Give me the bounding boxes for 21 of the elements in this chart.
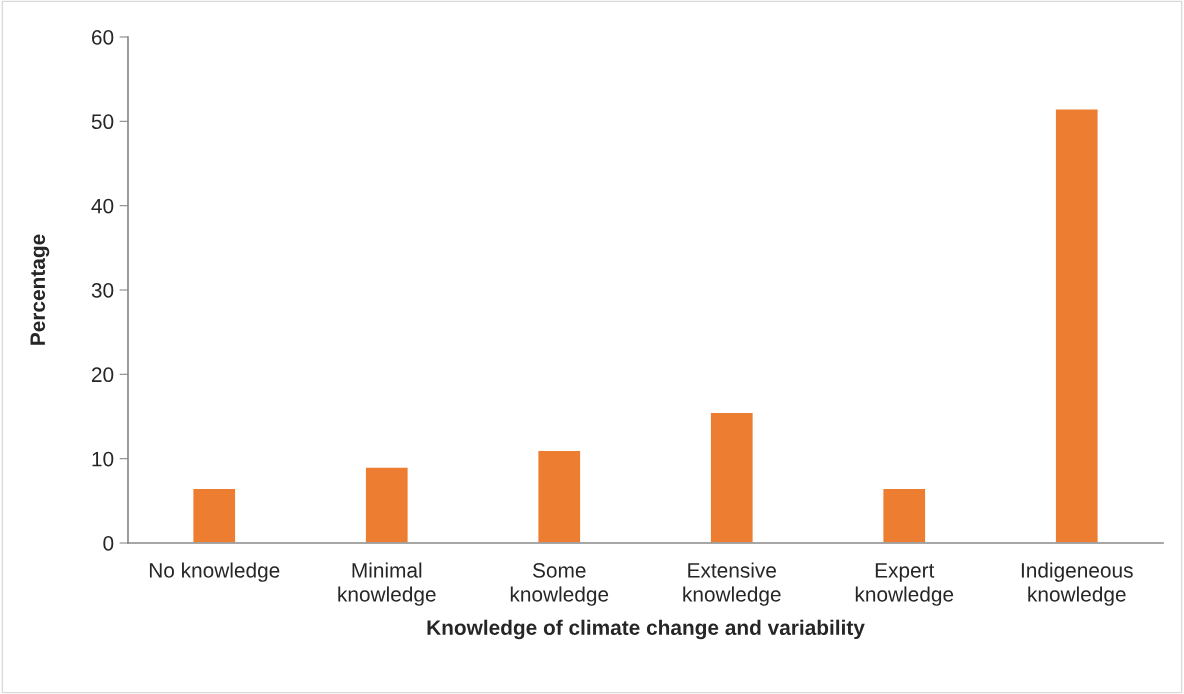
bar	[536, 449, 582, 543]
x-axis-title: Knowledge of climate change and variability	[427, 619, 865, 640]
bar	[364, 466, 410, 543]
bar	[881, 487, 927, 543]
x-tick-label: No knowledge	[149, 562, 280, 582]
x-tick-label: Extensive knowledge	[683, 562, 781, 606]
y-tick-label: 0	[103, 536, 114, 551]
bar	[191, 487, 237, 543]
y-tick-label: 60	[92, 30, 114, 45]
x-tick-label: Minimal knowledge	[338, 562, 436, 606]
x-tick-label: Some knowledge	[510, 562, 609, 606]
bar	[1054, 107, 1100, 543]
y-tick-label: 40	[91, 198, 114, 214]
bar	[709, 411, 755, 543]
y-tick-label: 50	[91, 114, 114, 130]
y-tick-label: 30	[91, 283, 114, 298]
x-tick-label: Expert knowledge	[855, 563, 954, 606]
y-tick-label: 20	[91, 367, 114, 383]
x-tick-label: Indigeneous knowledge	[1021, 562, 1133, 606]
y-tick-label: 10	[92, 451, 114, 467]
y-axis-title: Percentage	[30, 234, 50, 345]
